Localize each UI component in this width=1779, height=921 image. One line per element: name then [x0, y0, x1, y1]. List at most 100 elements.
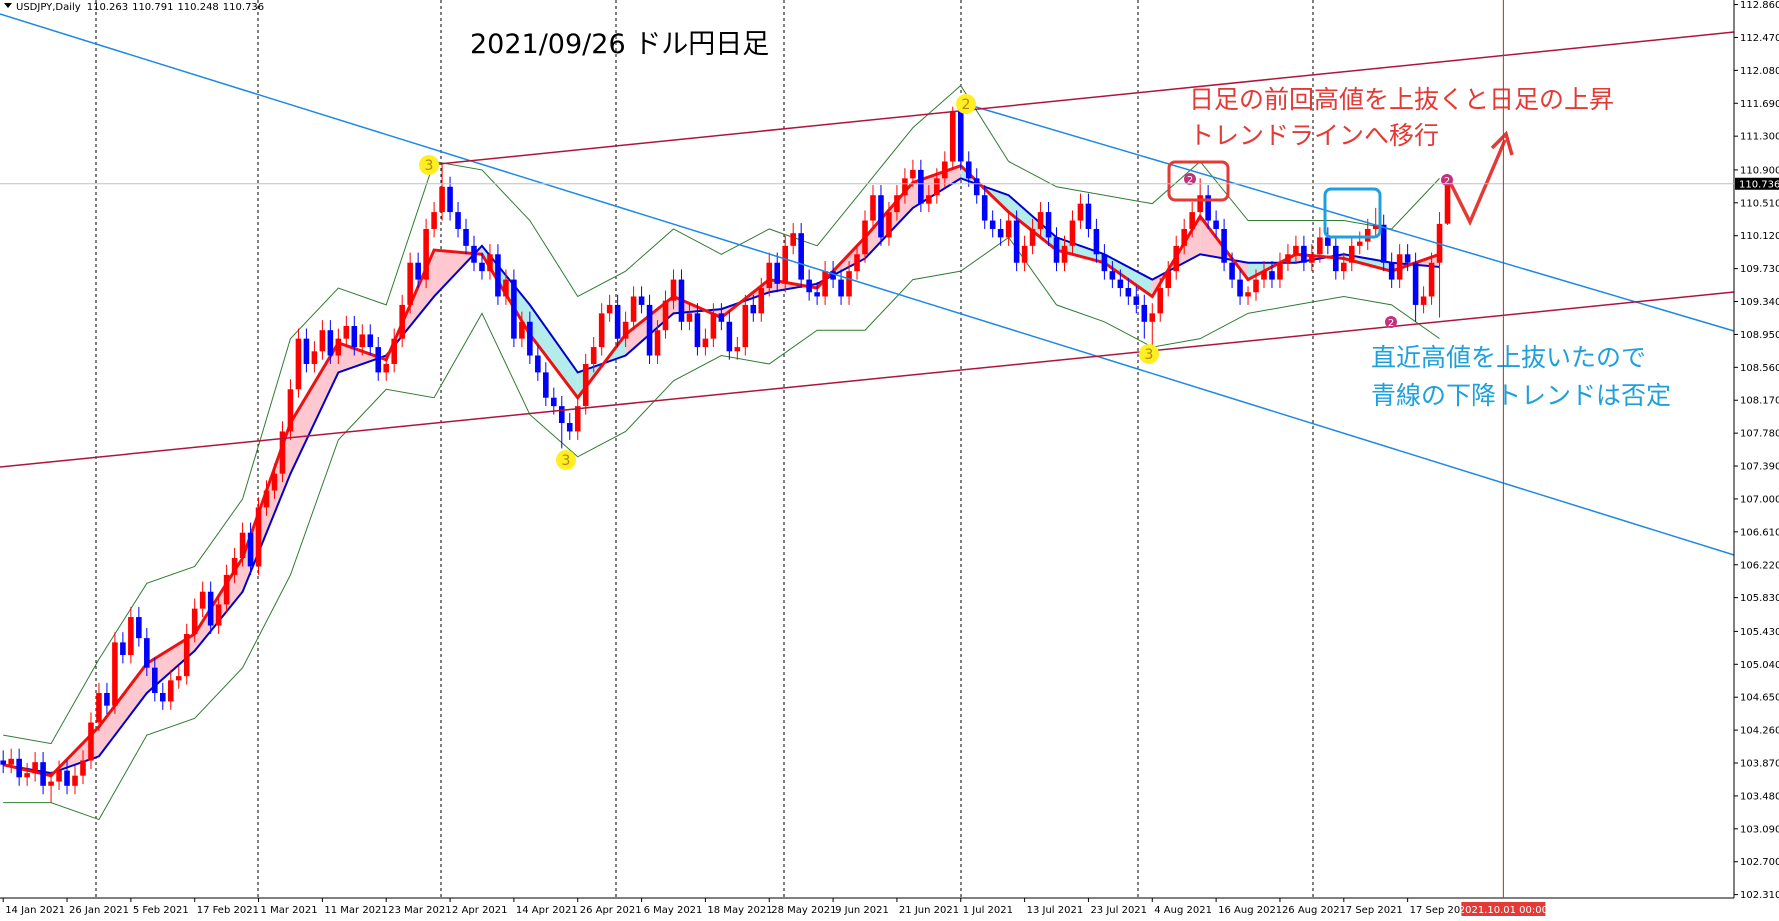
small-circle: [1184, 173, 1196, 185]
candle-body: [1285, 254, 1291, 263]
candle-body: [399, 304, 405, 339]
y-tick-label: 103.870: [1740, 759, 1779, 770]
candle-body: [766, 262, 773, 289]
wave-label: 3: [562, 453, 571, 469]
candle-body: [128, 617, 134, 656]
wave-circle: [956, 94, 976, 114]
y-tick-label: 110.120: [1740, 231, 1779, 242]
cloud: [1056, 237, 1105, 263]
candle-body: [1340, 262, 1347, 272]
candle-body: [1053, 237, 1060, 263]
candle-body: [319, 330, 326, 352]
candle-body: [495, 254, 501, 297]
candle-body: [942, 161, 948, 179]
x-tick-label: 2 Apr 2021: [452, 905, 507, 916]
header-high: 110.791: [132, 2, 173, 13]
candle-body: [215, 604, 222, 626]
x-tick-label: 26 Jan 2021: [69, 905, 129, 916]
header-open: 110.263: [87, 2, 128, 13]
highlight-box: [1167, 160, 1230, 202]
candle-body: [72, 775, 78, 786]
candle-body: [1245, 292, 1251, 297]
candle-body: [375, 347, 382, 373]
small-label: 2: [1388, 318, 1394, 329]
future-tag: [1461, 902, 1546, 916]
candle-body: [343, 325, 350, 339]
candle-body: [527, 321, 533, 356]
candle-body: [80, 760, 86, 776]
candle-body: [1125, 288, 1132, 297]
candle-body: [1325, 237, 1331, 246]
candle-body: [503, 279, 509, 297]
candle-body: [423, 228, 429, 280]
candle-body: [566, 423, 573, 432]
wave-label: 2: [962, 97, 971, 113]
chart-title: 2021/09/26 ドル円日足: [470, 29, 769, 60]
y-tick-label: 102.310: [1740, 890, 1779, 901]
candle-body: [1348, 245, 1355, 263]
x-tick-label: 5 Feb 2021: [133, 905, 189, 916]
candle-body: [231, 558, 238, 575]
candle-body: [973, 178, 980, 196]
x-tick-label: 13 Jul 2021: [1027, 905, 1084, 916]
candle-body: [1117, 279, 1124, 289]
candle-body: [1412, 262, 1419, 305]
candle-body: [1045, 212, 1052, 238]
y-tick-label: 106.220: [1740, 560, 1779, 571]
x-tick-label: 9 Jun 2021: [835, 905, 889, 916]
candle-body: [830, 271, 836, 280]
candle-body: [989, 220, 996, 229]
header: USDJPY,Daily 110.263 110.791 110.248 110.736: [16, 2, 264, 13]
trendlines: [0, 13, 1735, 556]
candle-body: [1221, 228, 1227, 263]
candle-body: [678, 279, 685, 322]
candle-body: [159, 692, 166, 702]
candle-body: [1077, 203, 1084, 221]
candle-body: [335, 338, 342, 356]
x-tick-label: 17 Sep 2021: [1410, 905, 1473, 916]
y-tick-label: 110.510: [1740, 198, 1779, 209]
candle-body: [886, 212, 892, 238]
candle-body: [910, 169, 916, 179]
price-tag: [1735, 177, 1779, 190]
candle-body: [822, 271, 828, 297]
candle-body: [367, 334, 374, 348]
candle-body: [1428, 262, 1435, 297]
y-tick-label: 112.080: [1740, 66, 1779, 77]
candle-body: [1372, 224, 1379, 229]
candle-body: [902, 178, 908, 196]
candle-body: [311, 351, 318, 364]
candle-body: [136, 617, 142, 639]
cloud: [1104, 254, 1153, 297]
candle-body: [1013, 220, 1020, 263]
candle-body: [167, 680, 174, 702]
candle-body: [662, 300, 669, 331]
candle-body: [487, 254, 493, 272]
x-tick-label: 11 Mar 2021: [324, 905, 387, 916]
candle-body: [1229, 262, 1235, 280]
y-tick-label: 108.950: [1740, 330, 1779, 341]
candle-body: [1021, 245, 1028, 263]
candle-body: [846, 271, 852, 297]
arrow-head: [1490, 130, 1514, 156]
candle-body: [104, 692, 110, 706]
candle-body: [806, 279, 812, 293]
candle-body: [183, 633, 190, 677]
candle-body: [782, 245, 789, 284]
candle-body: [1141, 304, 1148, 322]
candle-body: [854, 254, 860, 272]
x-tick-label: 26 Apr 2021: [580, 905, 642, 916]
candle-body: [774, 262, 781, 284]
annotation: 青線の下降トレンドは否定: [1371, 381, 1671, 410]
candle-body: [997, 228, 1004, 238]
candle-body: [263, 490, 270, 508]
small-label: 2: [1444, 176, 1450, 187]
price-tag-label: 110.736: [1739, 179, 1779, 190]
candle-body: [1261, 271, 1267, 280]
candle-body: [1085, 203, 1092, 229]
candle-body: [1309, 254, 1315, 263]
y-tick-label: 107.780: [1740, 429, 1779, 440]
candle-body: [870, 195, 876, 221]
candle-body: [295, 338, 302, 390]
